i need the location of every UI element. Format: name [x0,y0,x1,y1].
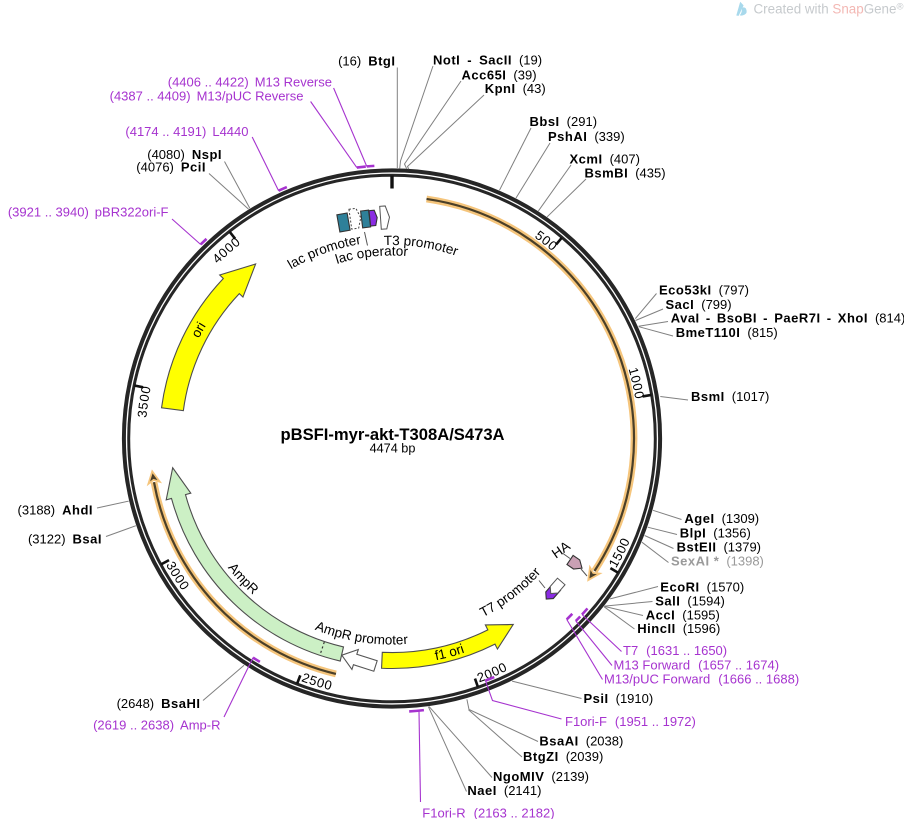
svg-text:AvaI - BsoBI - PaeR7I -: AvaI - BsoBI - PaeR7I - XhoI (814) [671,311,904,326]
svg-text:HincII(1596): HincII (1596) [637,621,720,636]
svg-text:(2619 .. 2638)Amp-R: (2619 .. 2638) Amp-R [93,718,220,733]
svg-text:AgeI(1309): AgeI (1309) [684,511,759,526]
svg-text:AccI(1595): AccI (1595) [646,608,720,623]
svg-text:Eco53kI(797): Eco53kI (797) [659,283,749,298]
svg-text:BsaAI(2038): BsaAI (2038) [539,734,623,749]
svg-text:PshAI(339): PshAI (339) [548,129,625,144]
svg-text:BlpI(1356): BlpI (1356) [680,526,751,541]
svg-text:3500: 3500 [134,384,154,418]
svg-text:pBSFI-myr-akt-T308A/S473A: pBSFI-myr-akt-T308A/S473A [280,425,504,444]
svg-text:(3921 .. 3940)pBR322ori-F: (3921 .. 3940) pBR322ori-F [8,205,169,220]
svg-text:XcmI(407): XcmI (407) [570,152,640,167]
svg-text:KpnI(43): KpnI (43) [485,81,546,96]
svg-text:SalI(1594): SalI (1594) [655,594,725,609]
svg-text:(4387 .. 4409)M13/pUC Reverse: (4387 .. 4409) M13/pUC Reverse [110,89,304,104]
svg-text:(4406 .. 4422)M13 Reverse: (4406 .. 4422) M13 Reverse [168,75,332,90]
svg-text:NaeI(2141): NaeI (2141) [467,783,541,798]
svg-text:BmeT110I(815): BmeT110I (815) [676,325,778,340]
svg-text:4474 bp: 4474 bp [370,442,416,456]
svg-text:(2648)BsaHI: (2648) BsaHI [117,696,201,711]
svg-text:ori: ori [188,319,209,340]
svg-text:T7(1631 .. 1650): T7 (1631 .. 1650) [623,643,727,658]
svg-text:(4080)NspI: (4080) NspI [147,147,222,162]
svg-text:(16)BtgI: (16) BtgI [338,54,395,69]
svg-text:BstEII(1379): BstEII (1379) [677,540,761,555]
svg-text:EcoRI(1570): EcoRI (1570) [660,580,744,595]
svg-text:(3188)AhdI: (3188) AhdI [18,503,93,518]
svg-text:F1ori-R(2163 .. 2182): F1ori-R (2163 .. 2182) [422,806,554,820]
svg-text:M13 Forward(1657 .. 1674): M13 Forward (1657 .. 1674) [614,658,780,673]
svg-text:BtgZI(2039): BtgZI (2039) [523,749,603,764]
svg-text:NotI - SacII(19): NotI - SacII (19) [433,53,542,68]
svg-text:Acc65I(39): Acc65I (39) [462,68,537,83]
svg-text:BbsI(291): BbsI (291) [530,114,598,129]
svg-text:SacI(799): SacI (799) [666,297,732,312]
svg-text:NgoMIV(2139): NgoMIV (2139) [493,769,589,784]
svg-text:F1ori-F(1951 .. 1972): F1ori-F (1951 .. 1972) [565,714,696,729]
svg-text:BsmBI(435): BsmBI (435) [585,166,666,181]
svg-text:SexAI *(1398): SexAI * (1398) [671,554,764,569]
svg-text:BsmI(1017): BsmI (1017) [691,389,769,404]
svg-text:(4174 .. 4191)L4440: (4174 .. 4191) L4440 [125,124,248,139]
svg-text:(4076)PciI: (4076) PciI [136,160,206,175]
svg-text:PsiI(1910): PsiI (1910) [584,691,654,706]
svg-text:M13/pUC Forward(1666 .. 1688): M13/pUC Forward (1666 .. 1688) [604,672,799,687]
svg-text:Created with SnapGene®: Created with SnapGene® [754,1,904,16]
svg-text:(3122)BsaI: (3122) BsaI [28,532,102,547]
